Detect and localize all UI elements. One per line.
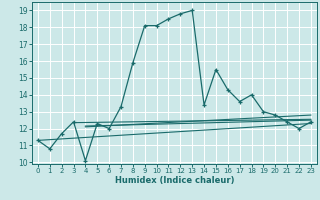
X-axis label: Humidex (Indice chaleur): Humidex (Indice chaleur): [115, 176, 234, 185]
